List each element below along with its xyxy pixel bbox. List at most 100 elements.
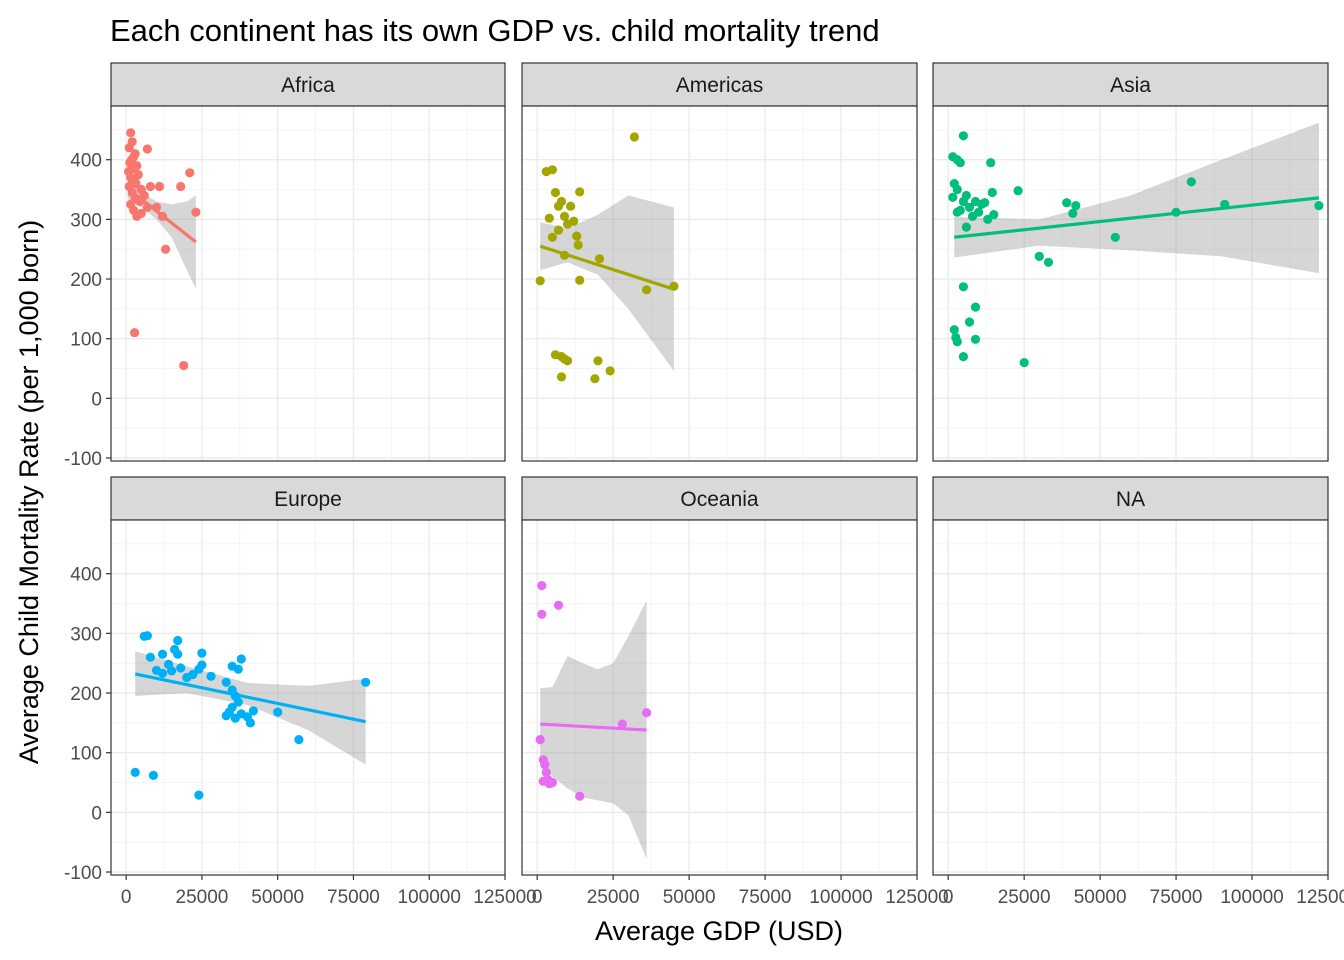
data-point [173,635,183,646]
data-point [642,708,652,718]
data-point [157,649,168,659]
x-tick-label: 125000 [473,887,536,908]
data-point [197,648,207,658]
y-tick-label: 400 [70,151,102,172]
data-point [605,366,615,376]
panel-background [522,520,917,875]
data-points [535,132,679,384]
x-tick-label: 50000 [251,887,304,908]
y-tick-label: 0 [91,389,102,410]
data-point [970,334,981,344]
data-point [126,128,136,138]
x-tick-label: 100000 [398,887,461,908]
data-point [167,666,177,676]
data-point [206,671,216,681]
y-tick-label: 200 [70,684,102,705]
y-tick-label: 100 [70,330,102,351]
x-axis: 0 25000 50000 75000 100000 125000 [121,875,537,908]
data-point [590,374,600,384]
panel-background [111,106,505,461]
data-point [1034,251,1044,261]
y-axis: -100 0 100 200 300 400 [64,151,111,470]
gridlines [522,106,918,461]
data-point [233,697,243,707]
data-point [221,677,231,687]
x-tick-label: 25000 [176,887,229,908]
data-point [642,285,652,295]
facet-label: Americas [676,74,764,97]
data-point [575,275,585,285]
facet-label: Africa [281,74,335,97]
gridlines [933,106,1329,461]
y-axis: -100 0 100 200 300 400 [64,565,111,884]
x-tick-label: 125000 [1296,887,1344,908]
data-point [949,325,959,335]
panel-background [933,106,1328,461]
data-point [179,360,189,371]
data-point [964,317,975,327]
data-point [148,770,158,781]
panel-border [521,105,918,462]
y-tick-label: 300 [70,624,102,645]
data-point [952,337,962,347]
data-point [273,707,283,717]
data-point [617,719,627,729]
y-tick-label: -100 [64,449,102,470]
data-point [974,207,984,217]
data-point [983,214,993,224]
data-point [361,677,371,687]
data-point [145,181,155,192]
confidence-band [954,122,1319,274]
panel-border [110,105,506,462]
data-point [124,143,134,153]
data-points [124,128,201,371]
data-point [550,187,561,198]
x-tick-label: 100000 [1220,887,1283,908]
data-point [572,231,582,241]
data-point [958,282,969,292]
x-tick-label: 125000 [885,887,948,908]
data-point [629,132,640,142]
y-axis-title: Average Child Mortality Rate (per 1,000 … [14,220,44,764]
data-point [1019,358,1029,368]
data-point [575,791,585,801]
x-tick-label: 100000 [809,887,872,908]
data-point [154,181,165,192]
data-point [1062,198,1072,208]
data-point [130,328,140,338]
data-point [294,735,304,745]
x-axis: 0 25000 50000 75000 100000 125000 [532,875,949,908]
data-point [1071,201,1081,211]
data-point [142,631,152,641]
x-tick-label: 0 [121,887,132,908]
y-tick-label: 200 [70,270,102,291]
facet-label: Europe [274,488,342,511]
data-point [594,254,605,264]
data-point [540,760,550,770]
data-point [556,372,567,382]
y-tick-label: 300 [70,210,102,231]
panel-americas: Americas [521,62,918,462]
x-tick-label: 25000 [998,887,1051,908]
trend-line [954,196,1320,239]
data-point [958,131,969,141]
data-point [176,181,186,192]
data-point [964,202,975,212]
confidence-band [540,600,647,859]
panel-europe: Europe -100 0 100 200 300 400 0 25000 50000 75000 1… [64,476,537,908]
data-point [955,158,965,168]
data-point [157,668,168,678]
data-point [197,660,207,670]
data-point [575,187,585,197]
gridlines [522,520,918,875]
data-point [544,213,554,223]
data-point [1314,201,1324,211]
facet-label: Oceania [680,488,759,511]
data-point [221,711,231,721]
panel-border [110,519,506,876]
confidence-band [135,651,366,765]
data-point [556,196,567,207]
data-point [173,649,183,659]
data-point [961,222,972,232]
facet-panels: Africa -100 0 100 200 300 400 Americas Asia Europ… [64,62,1344,908]
